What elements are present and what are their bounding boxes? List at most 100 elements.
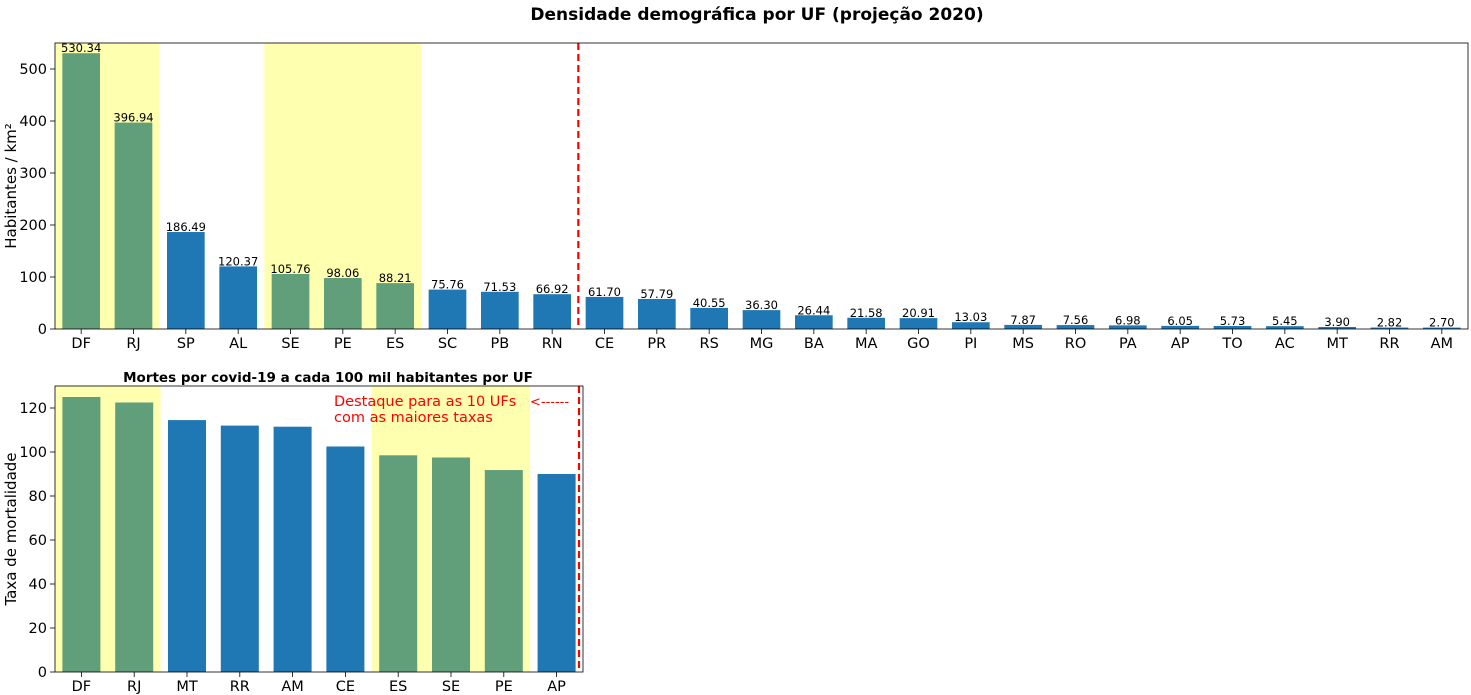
density-value-label-rn: 66.92	[536, 282, 569, 296]
density-x-tick-label-ms: MS	[1012, 336, 1034, 352]
density-bar-ba	[794, 315, 833, 329]
density-value-label-ma: 21.58	[850, 306, 883, 320]
mortality-bar-es	[379, 455, 418, 672]
density-x-tick-label-rs: RS	[700, 336, 719, 352]
density-x-tick-label-ba: BA	[804, 336, 824, 352]
density-bars	[62, 53, 1461, 329]
mortality-x-tick-label-rr: RR	[230, 679, 250, 695]
density-value-label-ro: 7.56	[1063, 313, 1089, 327]
mortality-bar-se	[431, 457, 471, 672]
density-bar-df	[62, 53, 101, 329]
mortality-x-tick-label-df: DF	[72, 679, 92, 695]
density-bar-pi	[951, 322, 990, 329]
density-x-tick-label-to: TO	[1221, 336, 1242, 352]
density-x-tick-label-pe: PE	[334, 336, 352, 352]
mortality-y-tick-label-120: 120	[19, 401, 47, 417]
density-y-tick-label-500: 500	[19, 62, 47, 78]
density-x-tick-label-am: AM	[1431, 336, 1453, 352]
density-x-tick-label-al: AL	[229, 336, 247, 352]
density-chart-title: Densidade demográfica por UF (projeção 2…	[530, 5, 983, 25]
density-value-label-se: 105.76	[270, 262, 310, 276]
density-bar-go	[899, 318, 938, 329]
density-bar-ms	[1004, 324, 1043, 329]
density-value-label-rj: 396.94	[113, 111, 153, 125]
density-x-tick-label-ap: AP	[1171, 336, 1190, 352]
density-x-tick-label-rn: RN	[542, 336, 563, 352]
mortality-bar-am	[273, 426, 312, 672]
density-value-label-sc: 75.76	[431, 278, 464, 292]
density-x-tick-label-pa: PA	[1119, 336, 1137, 352]
density-x-tick-label-rj: RJ	[126, 336, 140, 352]
density-x-tick-label-pi: PI	[964, 336, 977, 352]
density-value-label-mt: 3.90	[1324, 315, 1350, 329]
density-value-label-pb: 71.53	[483, 280, 516, 294]
density-value-label-ac: 5.45	[1272, 314, 1298, 328]
density-bar-ro	[1056, 325, 1095, 329]
density-x-tick-label-ac: AC	[1275, 336, 1295, 352]
mortality-bar-rr	[220, 425, 259, 672]
density-bar-rn	[533, 294, 572, 329]
density-value-label-ce: 61.70	[588, 285, 621, 299]
annotation-line-1: Destaque para as 10 UFs	[334, 394, 516, 410]
density-bar-ap	[1161, 325, 1200, 329]
density-value-label-to: 5.73	[1220, 314, 1246, 328]
mortality-y-tick-label-20: 20	[29, 621, 47, 637]
density-value-labels: 530.34 396.94 186.49 120.37 105.76 98.06 88.21…	[61, 41, 1455, 329]
mortality-y-axis: 0 20 40 60 80 100 120	[19, 401, 55, 681]
mortality-x-axis: DF RJ MT RR AM CE ES SE PE AP	[72, 672, 566, 695]
density-value-label-ms: 7.87	[1010, 313, 1036, 327]
density-value-label-rr: 2.82	[1377, 316, 1403, 330]
density-value-label-am: 2.70	[1429, 316, 1455, 330]
density-bar-rj	[114, 122, 153, 329]
density-y-tick-label-400: 400	[19, 114, 47, 130]
density-bar-ac	[1265, 326, 1304, 329]
density-bar-se	[271, 274, 310, 329]
density-value-label-pi: 13.03	[954, 310, 987, 324]
density-x-tick-label-sc: SC	[438, 336, 457, 352]
density-value-label-al: 120.37	[218, 254, 258, 268]
density-value-label-pa: 6.98	[1115, 313, 1141, 327]
density-bar-to	[1213, 326, 1252, 329]
density-bar-rr	[1370, 327, 1409, 329]
density-y-tick-label-100: 100	[19, 270, 47, 286]
density-x-tick-label-mg: MG	[750, 336, 774, 352]
density-x-tick-label-es: ES	[386, 336, 404, 352]
density-y-axis: 0 100 200 300 400 500	[19, 62, 55, 338]
mortality-bar-ce	[326, 446, 365, 672]
mortality-bar-ap	[537, 474, 576, 672]
density-y-tick-label-300: 300	[19, 166, 47, 182]
mortality-bar-rj	[115, 402, 154, 672]
mortality-chart: Mortes por covid-19 a cada 100 mil habit…	[2, 370, 584, 695]
density-bar-mt	[1318, 326, 1357, 329]
density-x-tick-label-pr: PR	[647, 336, 666, 352]
density-y-tick-label-200: 200	[19, 218, 47, 234]
mortality-x-tick-label-rj: RJ	[127, 679, 141, 695]
density-bar-pr	[637, 298, 676, 329]
density-value-label-go: 20.91	[902, 306, 935, 320]
density-x-tick-label-df: DF	[71, 336, 91, 352]
mortality-x-tick-label-se: SE	[442, 679, 460, 695]
density-chart: Densidade demográfica por UF (projeção 2…	[2, 5, 1469, 352]
density-value-label-sp: 186.49	[166, 220, 206, 234]
density-value-label-ap: 6.05	[1167, 314, 1193, 328]
density-value-label-pe: 98.06	[326, 266, 359, 280]
density-y-axis-label: Habitantes / km²	[2, 123, 20, 249]
density-x-tick-label-pb: PB	[490, 336, 509, 352]
mortality-bars	[62, 397, 576, 672]
mortality-x-tick-label-am: AM	[281, 679, 303, 695]
density-bar-sp	[166, 232, 205, 329]
density-y-tick-label-0: 0	[38, 322, 47, 338]
density-bar-mg	[742, 310, 781, 329]
density-x-tick-label-mt: MT	[1326, 336, 1348, 352]
density-bar-ma	[847, 317, 886, 329]
density-bar-sc	[428, 289, 467, 329]
mortality-bar-pe	[484, 470, 523, 672]
mortality-x-tick-label-ap: AP	[547, 679, 566, 695]
density-x-tick-label-rr: RR	[1379, 336, 1399, 352]
density-bar-es	[376, 283, 415, 329]
density-value-label-es: 88.21	[379, 271, 412, 285]
density-bar-al	[219, 266, 258, 329]
mortality-y-axis-label: Taxa de mortalidade	[2, 452, 20, 606]
density-bar-pe	[323, 278, 362, 329]
mortality-x-tick-label-mt: MT	[176, 679, 198, 695]
